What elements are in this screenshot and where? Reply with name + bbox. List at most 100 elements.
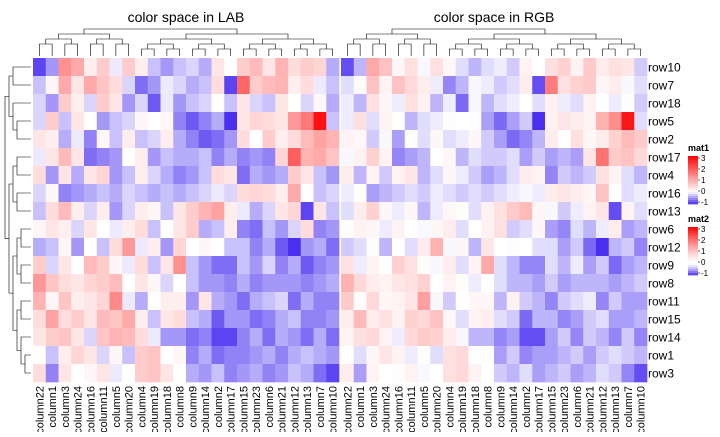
heatmap-cell (557, 256, 571, 275)
heatmap-cell (532, 292, 546, 311)
heatmap-cell (71, 256, 85, 275)
heatmap-cell (596, 94, 610, 113)
heatmap-cell (224, 274, 238, 293)
heatmap-cell (224, 220, 238, 239)
heatmap-cell (300, 112, 314, 131)
heatmap-cell (430, 76, 444, 95)
heatmap-cell (392, 148, 406, 167)
row-label: row8 (648, 277, 674, 291)
heatmap-cell (353, 148, 367, 167)
heatmap-cell (353, 364, 367, 383)
heatmap-cell (135, 328, 149, 347)
heatmap-cell (621, 346, 635, 365)
heatmap-cell (634, 184, 648, 203)
heatmap-cell (262, 148, 276, 167)
heatmap-cell (443, 238, 457, 257)
heatmap-cell (147, 346, 161, 365)
heatmap-cell (122, 76, 136, 95)
heatmap-cell (583, 256, 597, 275)
heatmap-cell (379, 256, 393, 275)
heatmap-cell (147, 202, 161, 221)
legend-color-step (688, 192, 698, 195)
heatmap-cell (249, 184, 263, 203)
row-label: row17 (648, 151, 681, 165)
heatmap-cell (596, 238, 610, 257)
heatmap-cell (313, 310, 327, 329)
heatmap-cell (353, 94, 367, 113)
heatmap-cell (557, 238, 571, 257)
heatmap-cell (570, 310, 584, 329)
heatmap-cell (468, 130, 482, 149)
heatmap-cell (353, 166, 367, 185)
heatmap-cell (494, 130, 508, 149)
legend-color-step (688, 247, 698, 250)
heatmap-cell (186, 58, 200, 77)
heatmap-cell (135, 202, 149, 221)
heatmap-cell (366, 202, 380, 221)
heatmap-cell (288, 364, 302, 383)
heatmap-cell (160, 310, 174, 329)
heatmap-cell (186, 292, 200, 311)
heatmap-cell (341, 238, 355, 257)
heatmap-cell (173, 130, 187, 149)
heatmap-cell (608, 94, 622, 113)
column-label: column10 (636, 386, 648, 432)
heatmap-cell (519, 130, 533, 149)
heatmap-cell (288, 328, 302, 347)
heatmap-cell (583, 328, 597, 347)
heatmap-cell (570, 346, 584, 365)
heatmap-cell (583, 346, 597, 365)
heatmap-cell (519, 202, 533, 221)
heatmap-cell (443, 328, 457, 347)
heatmap-cell (198, 346, 212, 365)
heatmap-cell (326, 292, 340, 311)
heatmap-cell (45, 238, 59, 257)
heatmap-cell (545, 328, 559, 347)
heatmap-cell (481, 292, 495, 311)
dendrogram-branch (557, 43, 584, 49)
heatmap-cell (379, 202, 393, 221)
heatmap-cell (341, 220, 355, 239)
heatmap-cell (494, 76, 508, 95)
dendrogram-branch (398, 43, 412, 56)
legend-tick-label: 3 (701, 154, 706, 163)
heatmap-cell (237, 148, 251, 167)
heatmap-cell (313, 130, 327, 149)
dendrogram-branch (64, 43, 78, 56)
heatmap-cell (58, 256, 72, 275)
heatmap-cell (173, 346, 187, 365)
heatmap-cell (366, 346, 380, 365)
heatmap-cell (249, 166, 263, 185)
legend-tick-label: 2 (701, 236, 706, 245)
heatmap-cell (33, 220, 47, 239)
heatmap-cell (468, 76, 482, 95)
heatmap-cell (275, 310, 289, 329)
heatmap-cell (160, 238, 174, 257)
legend-color-step (688, 265, 698, 268)
heatmap-cell (249, 112, 263, 131)
heatmap-cell (33, 328, 47, 347)
heatmap-cell (173, 184, 187, 203)
heatmap-cell (430, 364, 444, 383)
heatmap-cell (186, 274, 200, 293)
heatmap-cell (417, 130, 431, 149)
heatmap-cell (160, 328, 174, 347)
heatmap-cell (583, 76, 597, 95)
heatmap-cell (570, 364, 584, 383)
heatmap-cell (494, 364, 508, 383)
heatmap-cell (313, 184, 327, 203)
heatmap-cell (392, 238, 406, 257)
legend-color-step (688, 273, 698, 276)
dendrogram-branch (96, 38, 123, 44)
heatmap-cell (71, 94, 85, 113)
dendrogram-branch (551, 48, 565, 56)
heatmap-cell (173, 148, 187, 167)
legend-color-step (688, 251, 698, 254)
heatmap-cell (443, 292, 457, 311)
column-label: column13 (302, 386, 314, 432)
heatmap-cell (494, 184, 508, 203)
heatmap-cell (506, 148, 520, 167)
heatmap-cell (147, 328, 161, 347)
heatmap-cell (275, 238, 289, 257)
legend-color-step (688, 184, 698, 187)
